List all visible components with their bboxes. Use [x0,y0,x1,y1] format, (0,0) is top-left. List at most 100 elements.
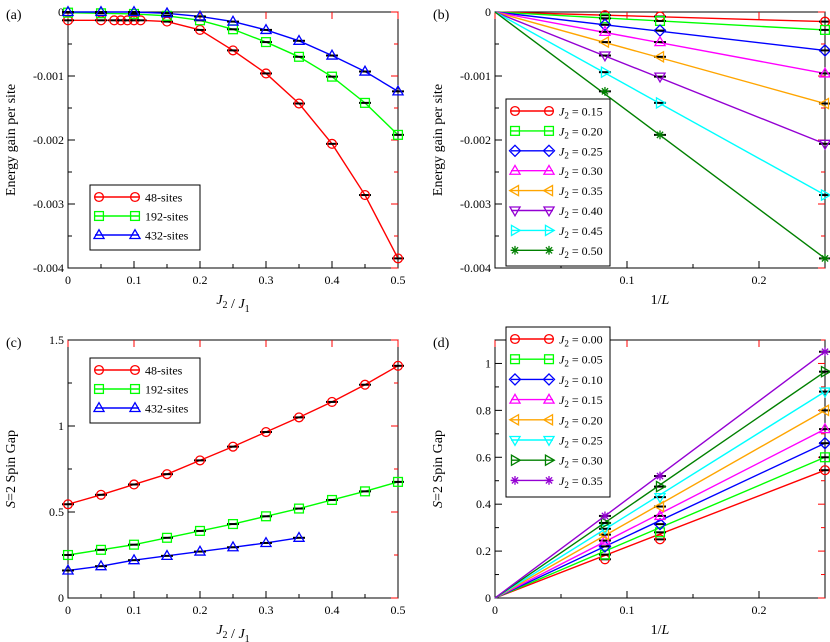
data-point [94,559,108,571]
legend-label: J2 = 0.25 [559,434,603,450]
legend-item: J2 = 0.45 [510,224,603,240]
legend-item: 192-sites [93,210,189,224]
y-tick-label: 0.5 [49,505,64,519]
data-point [598,18,612,32]
data-point [655,480,667,493]
legend-marker [510,454,522,467]
chart-panel-b: 0.1 0.2 0 -0.001 -0.002 -0.003 -0.004 (b) Energy… [431,5,830,308]
data-point [325,48,339,60]
y-tick-label: -0.002 [33,133,64,147]
y-tick-label: -0.003 [460,197,491,211]
legend-box [505,326,611,498]
data-point [161,532,173,543]
series-line [494,11,826,145]
legend-label: J2 = 0.20 [559,124,603,140]
data-point [227,441,239,452]
data-point [819,24,830,35]
y-tick-label: -0.002 [460,133,491,147]
legend-item: 48-sites [93,191,183,205]
data-point [292,531,306,542]
data-point [260,68,272,79]
legend-label: J2 = 0.35 [559,184,603,200]
y-tick-label: -0.001 [460,69,491,83]
legend-marker [129,210,141,222]
legend-item: J2 = 0.20 [509,124,603,140]
series-j2-0-35 [494,11,830,110]
legend: 48-sites 192-sites 432-sites [89,357,201,424]
data-point [818,43,830,57]
legend-label: 48-sites [145,191,183,205]
data-point [227,45,239,56]
legend-item: J2 = 0.20 [508,413,603,429]
legend-item: J2 = 0.30 [510,454,603,470]
data-point [820,254,830,263]
data-point [600,516,612,530]
series-48-sites [62,15,404,264]
y-tick-label: -0.004 [460,261,491,275]
y-tick-label: 0.4 [476,497,491,511]
data-point [61,563,75,575]
data-point [653,492,667,504]
data-point [226,540,240,552]
y-tick-label: -0.003 [33,197,64,211]
series-line [67,481,399,556]
legend-item: J2 = 0.40 [508,204,603,220]
legend-marker [128,401,142,413]
x-tick-label: 0.3 [259,273,274,287]
data-point [818,139,830,151]
legend-label: J2 = 0.05 [559,353,603,369]
x-tick-label: 0 [492,603,498,617]
chart-panel-a: 0 0.1 0.2 0.3 0.4 0.5 0 -0.001 -0.002 -0.003 -0.00… [4,5,406,315]
data-point [654,534,666,545]
x-tick-label: 0 [65,603,71,617]
series-192-sites [62,476,404,561]
legend: J2 = 0.15 J2 = 0.20 J2 = 0.25 J2 = 0.30 J2 =… [505,98,611,267]
legend-item: 48-sites [93,364,183,378]
chart-panel-c: 0 0.1 0.2 0.3 0.4 0.5 0 0.5 1 1.5 (c) S=2 Spin Gap J… [4,333,406,642]
y-axis-label: Energy gain per site [431,84,446,196]
data-point [820,347,830,357]
legend-marker [542,184,554,197]
y-tick-label: 0.2 [476,544,491,558]
data-point [128,539,140,550]
data-point [160,6,174,18]
panel-label: (d) [433,336,450,351]
data-point [326,71,338,82]
legend-marker [510,224,522,237]
data-point [193,9,207,21]
data-point [655,471,665,481]
legend-item: J2 = 0.10 [508,373,603,389]
data-point [194,525,206,536]
legend-marker [508,393,522,404]
legend-label: 432-sites [145,229,189,243]
legend-marker [129,364,141,376]
legend: 48-sites 192-sites 432-sites [89,184,201,251]
series-line [494,469,826,599]
legend-label: 48-sites [145,364,183,378]
y-axis-label: S=2 Spin Gap [431,430,446,508]
legend-item: J2 = 0.15 [509,105,603,121]
series-192-sites [62,7,404,140]
legend-marker [508,413,520,426]
legend-marker [93,191,105,203]
data-point [227,518,239,530]
legend-marker [543,105,555,117]
data-point [161,469,173,480]
legend-marker [508,184,520,197]
legend-marker [542,393,556,404]
legend-marker [510,476,520,485]
x-tick-label: 0.2 [193,603,208,617]
legend-marker [542,206,556,218]
legend-marker [509,333,521,345]
data-point [392,476,404,487]
data-point [359,97,371,108]
data-point [598,25,612,37]
series-j2-0-45 [494,11,830,202]
data-point [359,189,371,201]
x-axis-label: 1/L [651,293,670,308]
x-tick-label: 0.4 [325,273,340,287]
series-j2-0-50 [494,11,830,263]
data-point [293,98,305,109]
data-point [391,84,405,96]
series-j2-0-30 [494,11,830,78]
